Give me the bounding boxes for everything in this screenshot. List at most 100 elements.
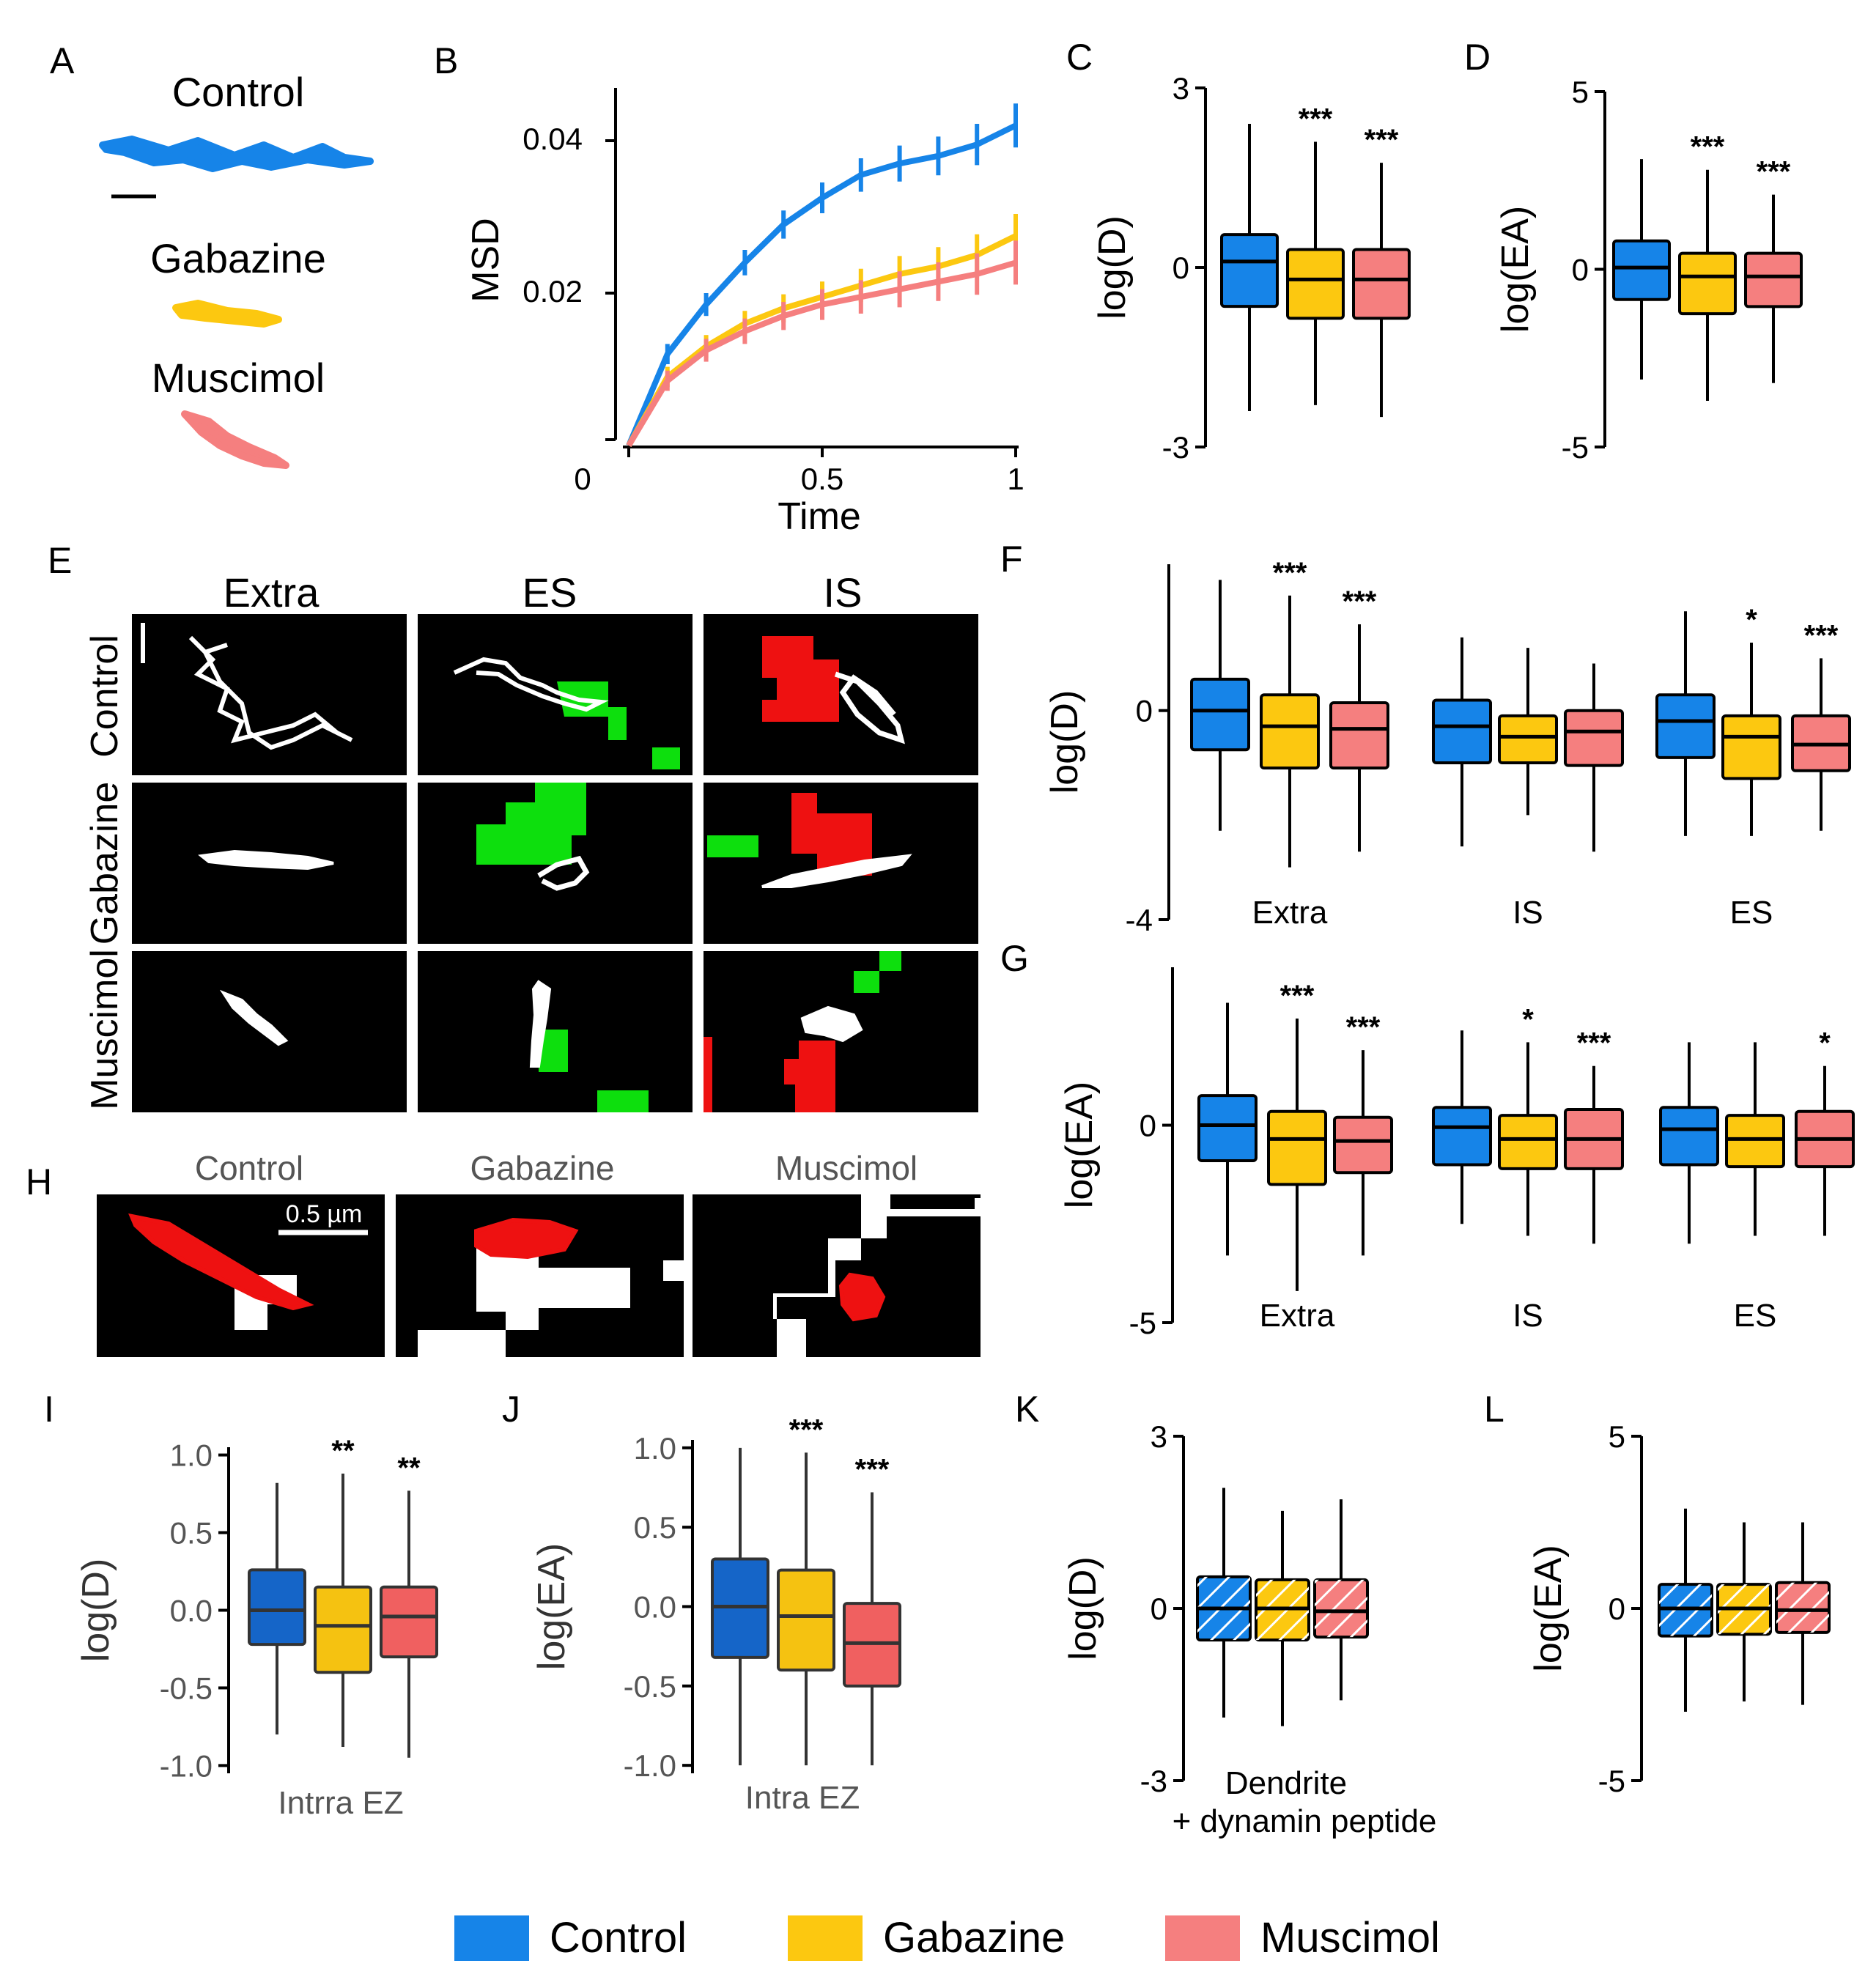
i-y-axis-label: log(D) <box>75 1559 117 1663</box>
l-y-axis-label: log(EA) <box>1527 1545 1570 1671</box>
f-ytick-label: -4 <box>1126 903 1153 937</box>
h-trajectory <box>128 1213 314 1311</box>
panel-letter-f: F <box>1000 539 1023 580</box>
g-box-control <box>1659 1106 1719 1167</box>
e-image-control-es <box>418 614 693 775</box>
f-box-muscimol <box>1564 709 1624 767</box>
panel-i: I 1.0 0.5 0.0 -0.5 -1.0 log(D) ** ** Intrra EZ <box>44 1389 438 1821</box>
legend-label-control: Control <box>550 1914 687 1962</box>
h-col-label-muscimol: Muscimol <box>775 1149 917 1187</box>
g-box-control <box>1197 1094 1258 1163</box>
i-ytick-label: -1.0 <box>160 1748 213 1783</box>
c-significance: *** <box>1364 124 1399 156</box>
i-box-muscimol <box>380 1585 438 1659</box>
i-x-axis-label: Intrra EZ <box>278 1785 403 1821</box>
g-significance: *** <box>1346 1011 1381 1043</box>
e-trajectory <box>453 657 609 712</box>
legend: Control Gabazine Muscimol <box>454 1914 1440 1962</box>
c-ytick-label: 0 <box>1172 251 1189 285</box>
trajectory-muscimol <box>181 410 289 469</box>
panel-a-label-gabazine: Gabazine <box>150 235 326 281</box>
f-box-gabazine <box>1721 714 1781 780</box>
j-ytick-label: 0.5 <box>634 1510 676 1545</box>
panel-letter-j: J <box>502 1389 520 1430</box>
i-ytick-label: 1.0 <box>170 1438 213 1473</box>
k-ytick-label: 3 <box>1151 1419 1167 1454</box>
e-trajectory <box>537 855 590 891</box>
b-xtick-label-05: 0.5 <box>801 462 843 496</box>
g-group-label: IS <box>1513 1298 1543 1334</box>
g-box-gabazine <box>1725 1114 1785 1169</box>
i-ytick-label: 0.0 <box>170 1594 213 1628</box>
g-group-label: ES <box>1734 1298 1777 1334</box>
g-ytick-label: -5 <box>1129 1306 1156 1340</box>
f-ytick-label: 0 <box>1136 694 1153 728</box>
panel-letter-a: A <box>50 40 75 81</box>
f-y-axis-label: log(D) <box>1044 690 1086 794</box>
h-trajectory <box>474 1217 579 1260</box>
panel-e: E Extra ES IS Control Gabazine Muscimol <box>48 540 978 1112</box>
j-significance: *** <box>855 1454 890 1486</box>
d-significance: *** <box>1757 156 1791 188</box>
f-box-control <box>1432 698 1492 765</box>
f-box-control <box>1190 677 1250 752</box>
k-y-axis-label: log(D) <box>1062 1556 1104 1660</box>
h-col-label-control: Control <box>195 1149 303 1187</box>
e-roi-is <box>784 1041 835 1112</box>
f-group-label: ES <box>1730 895 1773 931</box>
panel-c: C 3 0 -3 log(D) *** *** <box>1066 37 1411 465</box>
b-ytick-label-002: 0.02 <box>522 274 583 308</box>
e-row-label-muscimol: Muscimol <box>84 949 126 1110</box>
panel-letter-e: E <box>48 540 72 581</box>
e-col-label-is: IS <box>824 569 863 616</box>
h-trajectory <box>838 1272 886 1322</box>
panel-letter-k: K <box>1015 1389 1039 1430</box>
f-significance: *** <box>1804 619 1839 651</box>
b-series-lines <box>626 103 1018 448</box>
c-ytick-label: 3 <box>1172 71 1189 106</box>
trajectory-control <box>99 136 374 172</box>
g-box-muscimol <box>1333 1115 1393 1175</box>
j-ytick-label: -0.5 <box>624 1669 676 1704</box>
legend-label-muscimol: Muscimol <box>1260 1914 1440 1962</box>
f-box-muscimol <box>1329 701 1389 770</box>
d-box-gabazine <box>1678 251 1737 316</box>
panel-a: A Control Gabazine Muscimol <box>50 40 374 469</box>
panel-letter-i: I <box>44 1389 54 1430</box>
trajectory-gabazine <box>172 300 282 328</box>
b-xtick-label-0: 0 <box>574 462 591 496</box>
panel-letter-c: C <box>1066 37 1093 78</box>
f-group-label: IS <box>1513 895 1543 931</box>
f-significance: * <box>1746 604 1757 636</box>
c-ytick-label: -3 <box>1162 430 1189 465</box>
h-roi <box>476 1238 630 1330</box>
f-box-gabazine <box>1260 693 1320 770</box>
i-significance: ** <box>331 1435 355 1467</box>
e-trajectory <box>834 671 905 744</box>
panel-l: L 5 0 -5 log(EA) <box>1484 1389 1831 1798</box>
panel-a-label-control: Control <box>172 69 305 115</box>
panel-letter-b: B <box>434 40 458 81</box>
e-trajectory <box>800 1005 863 1043</box>
d-box-control <box>1612 239 1671 301</box>
e-roi-is <box>762 636 839 722</box>
j-box-gabazine <box>777 1568 835 1672</box>
panel-k: K 3 0 -3 log(D) Dendrite+ dynamin peptide <box>1015 1389 1436 1839</box>
f-box-gabazine <box>1498 714 1558 765</box>
k-ytick-label: -3 <box>1140 1764 1167 1798</box>
j-ytick-label: 1.0 <box>634 1431 676 1466</box>
b-y-axis-label: MSD <box>465 218 507 303</box>
c-significance: *** <box>1299 103 1333 136</box>
h-roi <box>663 1260 684 1281</box>
e-trajectory <box>188 635 353 750</box>
c-box-muscimol <box>1352 248 1411 320</box>
l-ytick-label: 5 <box>1609 1419 1625 1454</box>
panel-letter-g: G <box>1000 938 1029 979</box>
g-significance: * <box>1819 1027 1831 1060</box>
g-box-gabazine <box>1498 1114 1558 1170</box>
g-group-label: Extra <box>1260 1298 1335 1334</box>
g-box-gabazine <box>1267 1109 1327 1186</box>
f-group-label: Extra <box>1252 895 1328 931</box>
